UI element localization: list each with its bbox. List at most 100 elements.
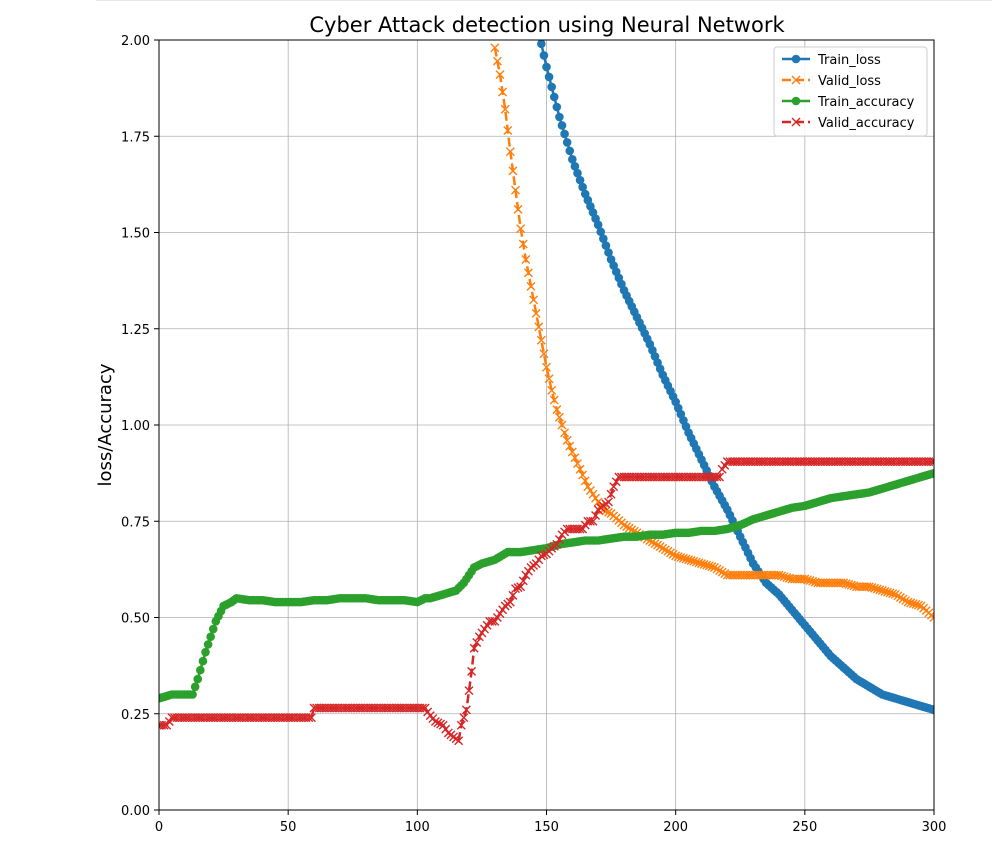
data-point (544, 72, 554, 82)
data-point (555, 112, 564, 122)
x-tick-label: 250 (792, 820, 817, 835)
legend-label: Train_loss (817, 53, 881, 68)
data-point (890, 589, 900, 599)
data-point (601, 241, 611, 250)
y-tick-label: 0.50 (121, 612, 150, 627)
data-point (495, 609, 505, 619)
data-point (461, 705, 471, 715)
data-point (490, 43, 500, 53)
data-point (542, 62, 551, 72)
legend-frame (773, 46, 928, 137)
data-point (513, 583, 523, 593)
data-point (575, 524, 585, 534)
data-point (201, 647, 210, 657)
data-point (893, 591, 903, 601)
data-point (578, 524, 588, 534)
data-point (570, 453, 580, 463)
data-point (901, 596, 911, 606)
data-point (208, 624, 218, 634)
data-point (898, 594, 908, 604)
data-point (537, 40, 546, 49)
data-point (575, 464, 585, 474)
data-point (870, 583, 880, 593)
data-point (536, 551, 546, 561)
legend-item-Train_loss: Train_loss (782, 53, 881, 68)
y-tick-label: 1.00 (121, 419, 150, 434)
data-point (604, 507, 613, 517)
data-point (557, 420, 567, 430)
data-point (467, 666, 477, 676)
data-point (808, 576, 818, 586)
data-point (875, 585, 885, 595)
legend-marker (791, 117, 801, 127)
data-point (779, 572, 789, 582)
data-point (438, 720, 448, 730)
data-point (456, 720, 466, 730)
series-Train_loss (537, 40, 934, 715)
data-point (647, 537, 657, 547)
data-point (715, 566, 725, 576)
data-point (547, 385, 557, 395)
data-point (547, 82, 556, 92)
data-point (591, 493, 601, 503)
data-point (420, 703, 430, 713)
data-point (895, 592, 905, 602)
data-point (526, 281, 536, 291)
data-point (668, 549, 678, 559)
data-point (888, 589, 898, 599)
data-point (591, 510, 601, 520)
y-tick-label: 0.00 (121, 804, 150, 819)
data-point (929, 613, 934, 622)
data-point (516, 224, 526, 234)
data-point (802, 575, 812, 585)
data-point (914, 600, 923, 610)
data-point (712, 472, 722, 482)
data-point (583, 482, 593, 492)
x-tick-label: 150 (534, 820, 559, 835)
data-point (567, 447, 577, 457)
data-point (601, 506, 611, 516)
data-point (678, 553, 688, 563)
data-point (188, 690, 197, 699)
data-point (554, 535, 564, 545)
y-tick-label: 0.25 (121, 708, 150, 723)
data-point (867, 582, 877, 592)
data-point (503, 125, 513, 135)
data-point (883, 587, 892, 597)
data-point (203, 640, 213, 649)
data-point (562, 138, 572, 147)
y-tick-label: 0.75 (121, 515, 150, 530)
data-point (593, 220, 603, 230)
data-point (306, 713, 316, 723)
data-point (474, 632, 484, 642)
data-point (684, 555, 694, 565)
data-point (619, 520, 629, 530)
data-point (549, 395, 559, 405)
data-point (624, 523, 634, 533)
data-point (190, 682, 200, 692)
axes-layer: 0 50 100 150 200 250 300 0.00 0.25 0.50 0.75 1.00 1.… (121, 34, 946, 835)
grid-layer (158, 39, 935, 811)
data-point (487, 616, 497, 626)
data-point (418, 703, 427, 713)
data-point (880, 586, 890, 596)
data-point (552, 102, 562, 112)
data-point (580, 520, 590, 530)
data-point (454, 736, 464, 746)
data-point (715, 472, 725, 482)
data-point (906, 598, 916, 608)
series-line (540, 43, 934, 712)
data-point (492, 56, 502, 66)
data-point (908, 599, 918, 609)
y-tick-label: 1.75 (121, 130, 150, 145)
data-point (606, 489, 616, 499)
data-point (805, 576, 815, 586)
data-point (498, 87, 508, 97)
data-point (699, 559, 709, 569)
series-Valid_loss (490, 43, 934, 622)
data-point (841, 579, 851, 589)
data-point (877, 586, 887, 596)
data-point (929, 468, 934, 478)
data-point (539, 51, 549, 60)
